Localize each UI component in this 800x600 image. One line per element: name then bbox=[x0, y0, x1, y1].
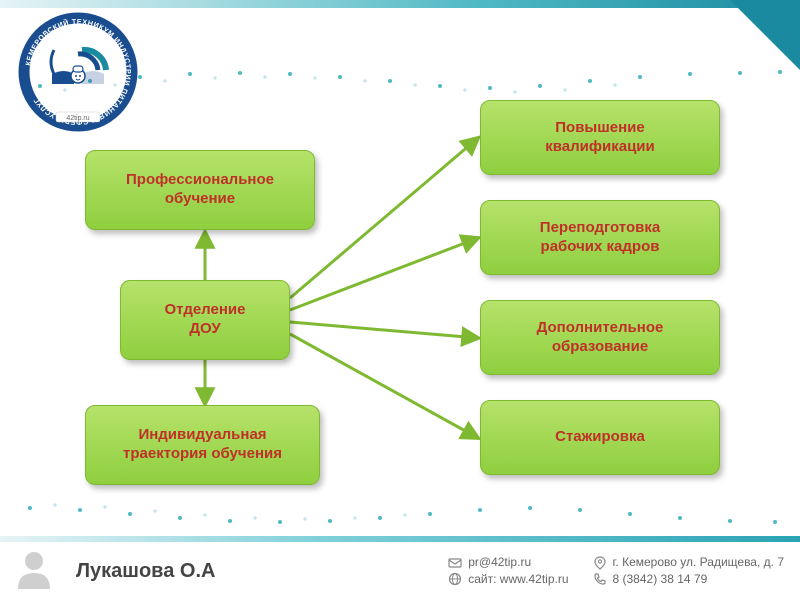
box-dept: ОтделениеДОУ bbox=[120, 280, 290, 360]
email-icon bbox=[448, 556, 462, 570]
arrow-r2 bbox=[290, 238, 478, 310]
box-qualification-line: квалификации bbox=[545, 138, 654, 157]
box-internship-line: Стажировка bbox=[555, 428, 645, 447]
box-prof-training-line: обучение bbox=[165, 190, 235, 209]
contact-web: pr@42tip.ru сайт: www.42tip.ru bbox=[448, 554, 568, 588]
user-silhouette-icon bbox=[16, 549, 52, 594]
box-retraining-line: Переподготовка bbox=[540, 219, 660, 238]
box-prof-training-line: Профессиональное bbox=[126, 171, 274, 190]
author-name: Лукашова О.А bbox=[76, 560, 215, 583]
address-text: г. Кемерово ул. Радищева, д. 7 bbox=[613, 554, 785, 571]
box-dept-line: Отделение bbox=[165, 301, 246, 320]
box-individual-trajectory-line: Индивидуальная bbox=[138, 426, 266, 445]
phone-text: 8 (3842) 38 14 79 bbox=[613, 571, 708, 588]
arrow-r1 bbox=[290, 138, 478, 298]
box-qualification-line: Повышение bbox=[555, 119, 644, 138]
arrow-r3 bbox=[290, 322, 478, 338]
corner-triangle bbox=[730, 0, 800, 70]
top-accent-bar bbox=[0, 0, 800, 8]
box-prof-training: Профессиональноеобучение bbox=[85, 150, 315, 230]
contact-address: г. Кемерово ул. Радищева, д. 7 8 (3842) … bbox=[593, 554, 785, 588]
pin-icon bbox=[593, 556, 607, 570]
box-individual-trajectory: Индивидуальнаятраектория обучения bbox=[85, 405, 320, 485]
phone-icon bbox=[593, 572, 607, 586]
box-additional-edu-line: образование bbox=[552, 338, 648, 357]
globe-icon bbox=[448, 572, 462, 586]
box-additional-edu: Дополнительноеобразование bbox=[480, 300, 720, 375]
box-retraining-line: рабочих кадров bbox=[541, 238, 660, 257]
box-additional-edu-line: Дополнительное bbox=[537, 319, 664, 338]
decorative-dots-bottom bbox=[0, 500, 800, 530]
box-dept-line: ДОУ bbox=[189, 320, 220, 339]
email-text: pr@42tip.ru bbox=[468, 554, 531, 571]
logo-site-text: 42tip.ru bbox=[66, 115, 89, 122]
slide-footer: Лукашова О.А pr@42tip.ru сайт: www.42tip… bbox=[0, 536, 800, 600]
institution-logo: КЕМЕРОВСКИЙ ТЕХНИКУМ ИНДУСТРИИ ПИТАНИЯ И… bbox=[18, 12, 138, 122]
box-retraining: Переподготовкарабочих кадров bbox=[480, 200, 720, 275]
box-individual-trajectory-line: траектория обучения bbox=[123, 445, 282, 464]
site-label: сайт: bbox=[468, 572, 496, 586]
box-qualification: Повышениеквалификации bbox=[480, 100, 720, 175]
slide-stage: КЕМЕРОВСКИЙ ТЕХНИКУМ ИНДУСТРИИ ПИТАНИЯ И… bbox=[0, 0, 800, 600]
box-internship: Стажировка bbox=[480, 400, 720, 475]
site-text: www.42tip.ru bbox=[500, 572, 569, 586]
